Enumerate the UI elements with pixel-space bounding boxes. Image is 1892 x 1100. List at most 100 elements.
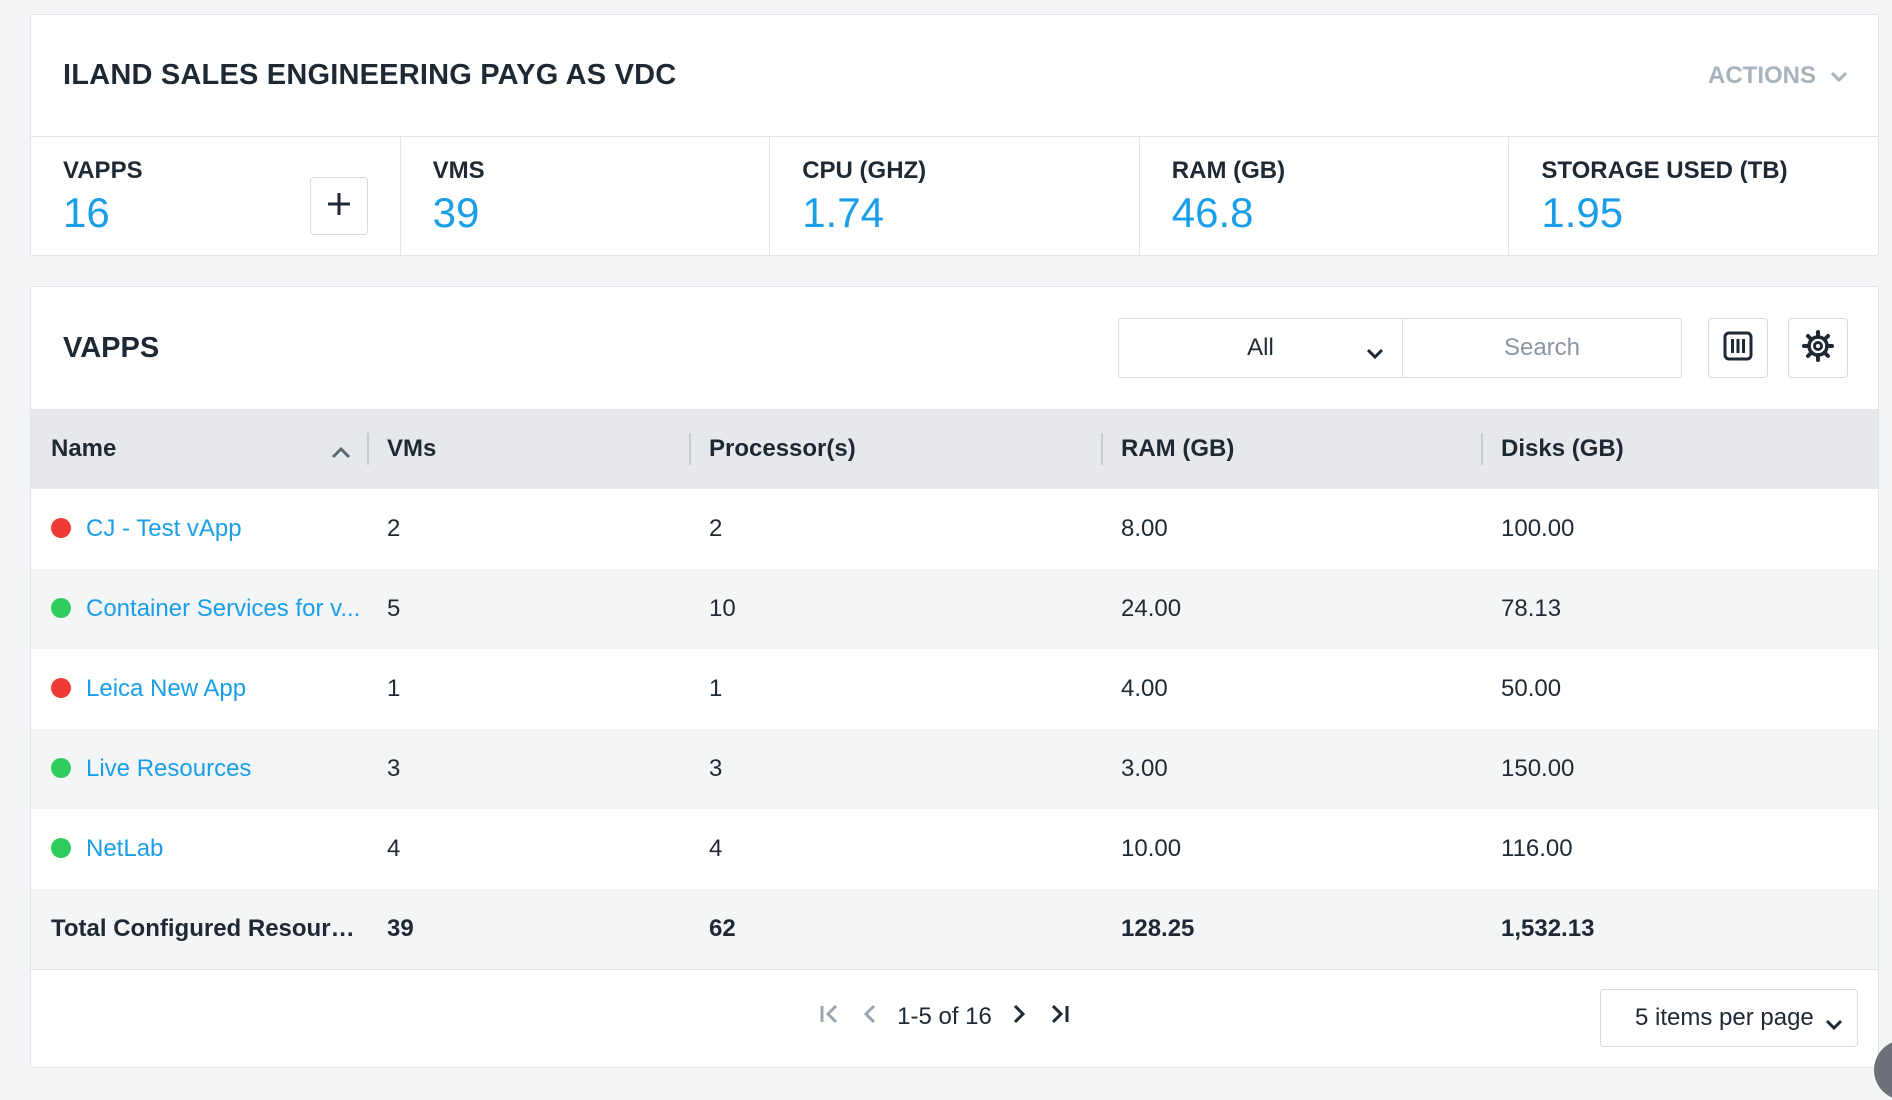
processors-cell: 4: [709, 835, 723, 862]
table-row: CJ - Test vApp 2 2 8.00 100.00: [31, 489, 1878, 569]
vdc-title: ILAND SALES ENGINEERING PAYG AS VDC: [63, 59, 677, 91]
stat-value: 16: [63, 189, 110, 236]
vapps-title: VAPPS: [63, 331, 160, 364]
pagination-bar: 1-5 of 16 5 items per page: [31, 967, 1878, 1067]
stat-label: VAPPS: [63, 157, 143, 184]
vms-cell: 5: [387, 595, 401, 622]
last-page-icon: [1047, 1002, 1071, 1033]
chevron-left-icon: [862, 1002, 878, 1033]
column-header-ram[interactable]: RAM (GB): [1101, 409, 1481, 489]
status-filter-value: All: [1247, 334, 1274, 361]
column-separator: [1101, 433, 1103, 465]
column-chooser-button[interactable]: [1708, 318, 1768, 378]
total-vms: 39: [367, 889, 689, 970]
column-separator: [367, 433, 369, 465]
stat-value: 1.74: [802, 189, 884, 236]
table-row: Container Services for v... 5 10 24.00 7…: [31, 569, 1878, 649]
vms-cell: 4: [387, 835, 401, 862]
vapp-name-cell: NetLab: [31, 809, 367, 889]
vapp-link[interactable]: NetLab: [86, 835, 164, 862]
page-range-text: 1-5 of 16: [897, 1003, 992, 1030]
chevron-right-icon: [1011, 1002, 1027, 1033]
vapp-name-cell: Live Resources: [31, 729, 367, 809]
status-dot: [51, 677, 71, 698]
vdc-summary-card: ILAND SALES ENGINEERING PAYG AS VDC ACTI…: [30, 14, 1879, 256]
add-vapp-button[interactable]: [309, 177, 368, 235]
items-per-page-value: 5 items per page: [1635, 1004, 1814, 1031]
stat-label: VMS: [432, 157, 485, 184]
actions-label: ACTIONS: [1708, 61, 1816, 89]
disks-cell: 50.00: [1501, 675, 1562, 702]
column-header-vms[interactable]: VMs: [367, 409, 689, 489]
processors-cell: 1: [709, 675, 723, 702]
ram-cell: 24.00: [1121, 595, 1182, 622]
column-header-disks[interactable]: Disks (GB): [1481, 409, 1878, 489]
previous-page-button[interactable]: [857, 1002, 883, 1032]
total-processors: 62: [689, 889, 1101, 970]
stat-storage: STORAGE USED (TB) 1.95: [1509, 137, 1878, 256]
stat-label: RAM (GB): [1171, 157, 1286, 184]
processors-cell: 3: [709, 755, 723, 782]
processors-cell: 10: [709, 595, 736, 622]
vapps-table: Name VMs Processor(s) RAM (GB) Disks (GB…: [31, 409, 1878, 970]
next-page-button[interactable]: [1006, 1002, 1032, 1032]
vapp-name-cell: CJ - Test vApp: [31, 489, 367, 569]
filter-group: All: [1118, 318, 1682, 378]
disks-cell: 150.00: [1501, 755, 1575, 782]
ram-cell: 10.00: [1121, 835, 1182, 862]
column-header-name[interactable]: Name: [31, 409, 367, 489]
vapp-link[interactable]: Container Services for v...: [86, 595, 361, 622]
stat-label: STORAGE USED (TB): [1541, 157, 1788, 184]
last-page-button[interactable]: [1046, 1002, 1072, 1032]
vms-cell: 2: [387, 515, 401, 542]
items-per-page-select[interactable]: 5 items per page: [1600, 989, 1858, 1047]
first-page-icon: [818, 1002, 842, 1033]
pager: 1-5 of 16: [817, 1002, 1072, 1032]
search-input[interactable]: [1403, 319, 1681, 377]
settings-button[interactable]: [1788, 318, 1848, 378]
vapp-name-cell: Leica New App: [31, 649, 367, 729]
table-row: NetLab 4 4 10.00 116.00: [31, 809, 1878, 889]
gear-icon: [1801, 329, 1835, 368]
table-row: Live Resources 3 3 3.00 150.00: [31, 729, 1878, 809]
table-row: Leica New App 1 1 4.00 50.00: [31, 649, 1878, 729]
stat-value: 46.8: [1171, 189, 1254, 236]
disks-cell: 78.13: [1501, 595, 1562, 622]
ram-cell: 8.00: [1121, 515, 1168, 542]
total-ram: 128.25: [1101, 889, 1481, 970]
disks-cell: 116.00: [1501, 835, 1573, 862]
columns-icon: [1722, 330, 1754, 367]
total-row: Total Configured Resources 39 62 128.25 …: [31, 889, 1878, 970]
vapp-link[interactable]: CJ - Test vApp: [86, 515, 242, 542]
ram-cell: 3.00: [1121, 755, 1168, 782]
status-dot: [51, 597, 71, 618]
disks-cell: 100.00: [1501, 515, 1575, 542]
processors-cell: 2: [709, 515, 723, 542]
status-filter-select[interactable]: All: [1119, 319, 1403, 377]
stat-value: 39: [432, 189, 480, 236]
chevron-down-icon: [1830, 62, 1848, 90]
stat-vapps: VAPPS 16: [31, 137, 401, 256]
vapp-link[interactable]: Live Resources: [86, 755, 252, 782]
vms-cell: 1: [387, 675, 401, 702]
plus-icon: [326, 191, 352, 222]
total-label: Total Configured Resources: [31, 889, 367, 970]
vapps-toolbar: VAPPS All: [31, 287, 1878, 409]
stat-cpu: CPU (GHZ) 1.74: [770, 137, 1140, 256]
stat-value: 1.95: [1541, 189, 1624, 236]
table-header-row: Name VMs Processor(s) RAM (GB) Disks (GB…: [31, 409, 1878, 489]
stat-label: CPU (GHZ): [802, 157, 927, 184]
column-separator: [1481, 433, 1483, 465]
vdc-summary-header: ILAND SALES ENGINEERING PAYG AS VDC ACTI…: [31, 15, 1878, 137]
vapp-name-cell: Container Services for v...: [31, 569, 367, 649]
scroll-handle[interactable]: [1874, 1040, 1892, 1100]
total-disks: 1,532.13: [1481, 889, 1878, 970]
status-dot: [51, 757, 71, 778]
stat-vms: VMS 39: [401, 137, 771, 256]
status-dot: [51, 837, 71, 858]
column-separator: [689, 433, 691, 465]
actions-dropdown[interactable]: ACTIONS: [1708, 62, 1848, 90]
column-header-processors[interactable]: Processor(s): [689, 409, 1101, 489]
vapp-link[interactable]: Leica New App: [86, 675, 247, 702]
first-page-button[interactable]: [817, 1002, 843, 1032]
